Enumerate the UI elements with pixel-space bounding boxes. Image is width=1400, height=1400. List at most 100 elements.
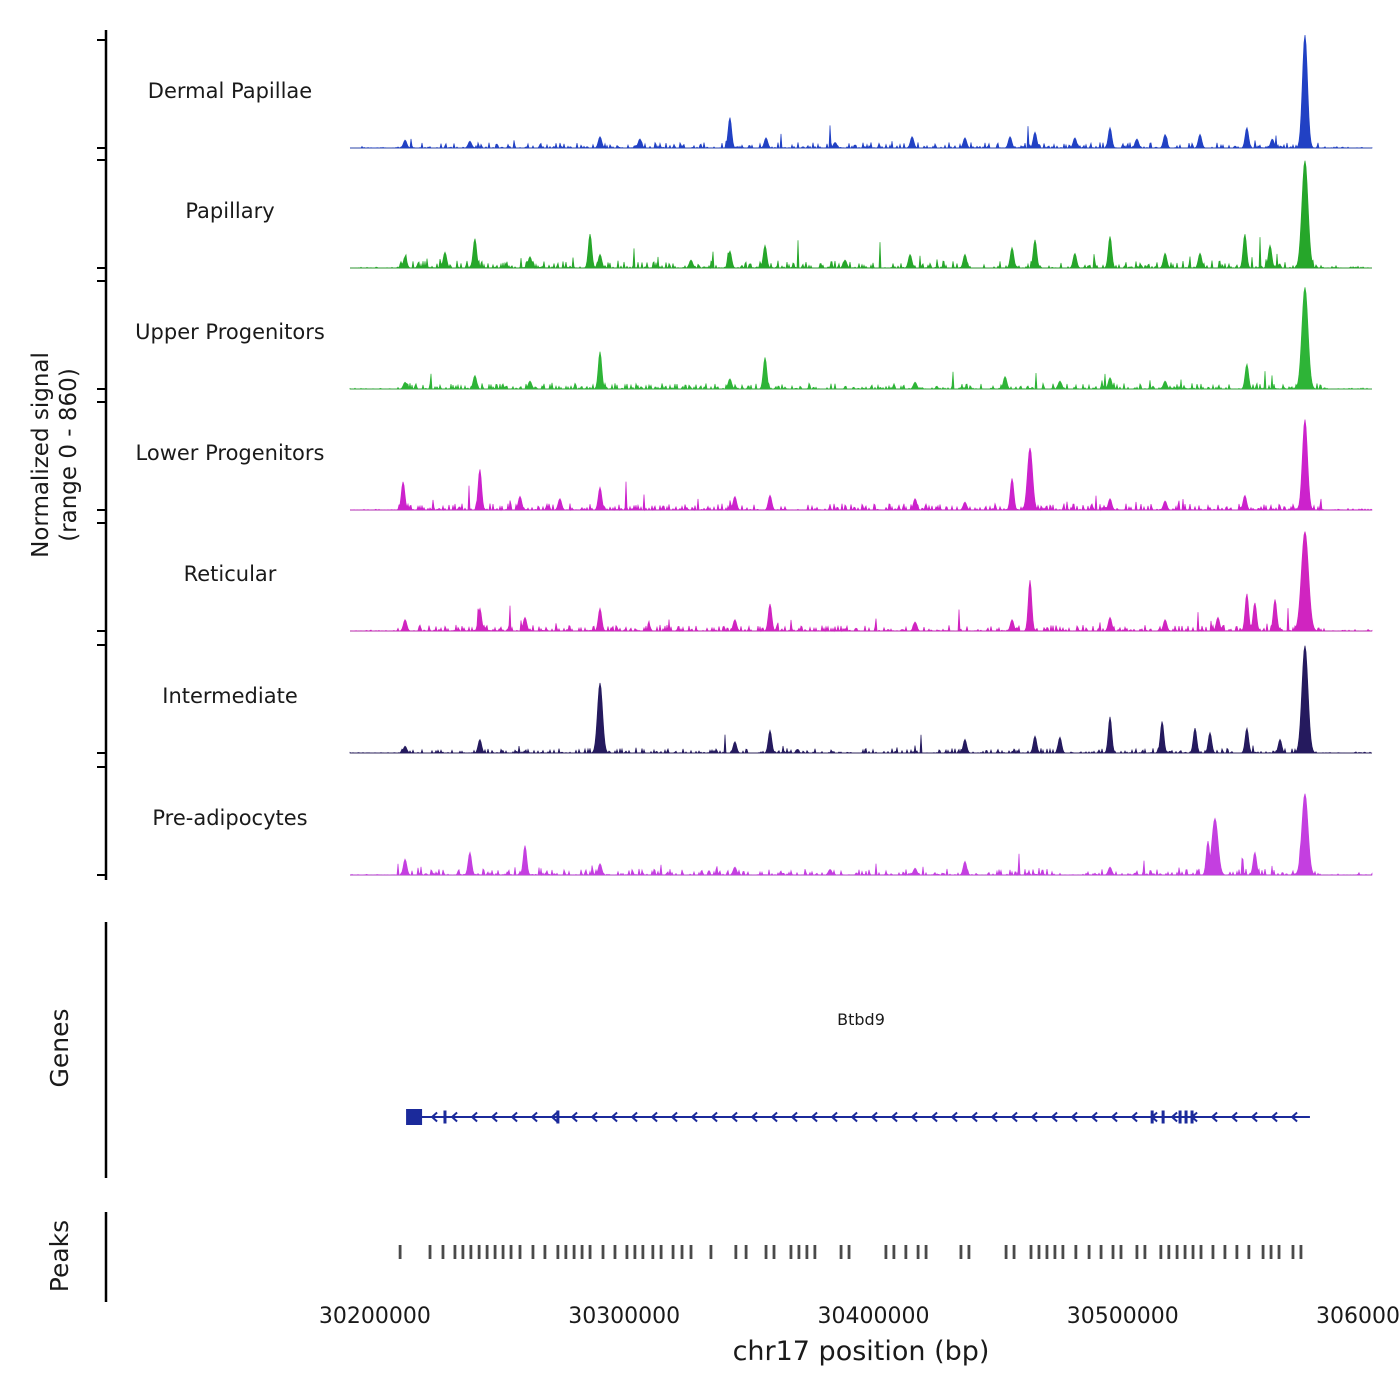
peak-tick bbox=[884, 1245, 888, 1259]
peak-tick bbox=[601, 1245, 605, 1259]
peak-tick bbox=[485, 1245, 489, 1259]
gene-strand-arrow bbox=[950, 1111, 958, 1123]
gene-strand-arrow bbox=[490, 1111, 498, 1123]
gene-strand-arrow bbox=[770, 1111, 778, 1123]
peak-tick bbox=[1211, 1245, 1215, 1259]
peak-tick bbox=[461, 1245, 465, 1259]
peak-tick bbox=[477, 1245, 481, 1259]
peaks-section-label: Peaks bbox=[45, 1219, 74, 1293]
gene-exon-tick bbox=[1178, 1110, 1182, 1124]
gene-strand-arrow bbox=[430, 1111, 438, 1123]
peak-tick bbox=[1037, 1245, 1041, 1259]
peak-tick bbox=[469, 1245, 473, 1259]
peak-tick bbox=[959, 1245, 963, 1259]
track-label-lower-progenitors: Lower Progenitors bbox=[135, 441, 325, 465]
gene-strand-arrow bbox=[1130, 1111, 1138, 1123]
gene-strand-arrow bbox=[710, 1111, 718, 1123]
peak-tick bbox=[1053, 1245, 1057, 1259]
peak-tick bbox=[924, 1245, 928, 1259]
signal-track-1 bbox=[350, 160, 1372, 270]
peak-tick bbox=[1004, 1245, 1008, 1259]
peak-tick bbox=[1099, 1245, 1103, 1259]
track-label-reticular: Reticular bbox=[183, 562, 277, 586]
peak-tick bbox=[1199, 1245, 1203, 1259]
peak-tick bbox=[1223, 1245, 1227, 1259]
track-label-dermal-papillae: Dermal Papillae bbox=[147, 79, 313, 103]
peak-tick bbox=[509, 1245, 513, 1259]
peak-tick bbox=[633, 1245, 637, 1259]
peak-tick bbox=[1159, 1245, 1163, 1259]
gene-strand-arrow bbox=[910, 1111, 918, 1123]
peak-tick bbox=[1299, 1245, 1303, 1259]
peak-tick bbox=[580, 1245, 584, 1259]
track-label-upper-progenitors: Upper Progenitors bbox=[135, 320, 325, 344]
peak-tick bbox=[493, 1245, 497, 1259]
track-label-papillary: Papillary bbox=[185, 199, 275, 223]
signal-track-0 bbox=[349, 34, 1373, 150]
gene-name-label: Btbd9 bbox=[837, 1010, 885, 1029]
peak-tick bbox=[1291, 1245, 1295, 1259]
peak-tick bbox=[892, 1245, 896, 1259]
signal-track-3 bbox=[350, 419, 1373, 512]
x-tick-label: 30600000 bbox=[1316, 1304, 1400, 1329]
gene-exon-tick bbox=[556, 1110, 560, 1124]
gene-strand-arrow bbox=[970, 1111, 978, 1123]
genes-section-label: Genes bbox=[45, 1008, 74, 1088]
peak-tick bbox=[709, 1245, 713, 1259]
peak-tick bbox=[651, 1245, 655, 1259]
peak-tick bbox=[543, 1245, 547, 1259]
peak-tick bbox=[904, 1245, 908, 1259]
gene-strand-arrow bbox=[1010, 1111, 1018, 1123]
peak-tick bbox=[734, 1245, 738, 1259]
signal-track-4 bbox=[350, 531, 1373, 633]
gene-strand-arrow bbox=[510, 1111, 518, 1123]
peak-tick bbox=[1111, 1245, 1115, 1259]
peak-tick bbox=[453, 1245, 457, 1259]
peak-tick bbox=[1061, 1245, 1065, 1259]
gene-exon-tick bbox=[443, 1110, 447, 1124]
peak-tick bbox=[1167, 1245, 1171, 1259]
peak-tick bbox=[531, 1245, 535, 1259]
peak-tick bbox=[1119, 1245, 1123, 1259]
gene-strand-arrow bbox=[1230, 1111, 1238, 1123]
track-label-pre-adipocytes: Pre-adipocytes bbox=[152, 806, 308, 830]
peak-tick bbox=[613, 1245, 617, 1259]
gene-strand-arrow bbox=[1030, 1111, 1038, 1123]
peak-tick bbox=[1191, 1245, 1195, 1259]
peak-tick bbox=[588, 1245, 592, 1259]
track-label-intermediate: Intermediate bbox=[162, 684, 298, 708]
peak-tick bbox=[847, 1245, 851, 1259]
peak-tick bbox=[916, 1245, 920, 1259]
gene-strand-arrow bbox=[450, 1111, 458, 1123]
gene-exon-tick bbox=[1161, 1110, 1165, 1124]
peak-tick bbox=[1175, 1245, 1179, 1259]
peak-tick bbox=[1235, 1245, 1239, 1259]
peak-tick bbox=[1247, 1245, 1251, 1259]
gene-exon-tick bbox=[1150, 1110, 1154, 1124]
x-tick-label: 30300000 bbox=[568, 1304, 681, 1329]
peak-tick bbox=[1045, 1245, 1049, 1259]
peak-tick bbox=[797, 1245, 801, 1259]
gene-strand-arrow bbox=[1090, 1111, 1098, 1123]
gene-strand-arrow bbox=[1050, 1111, 1058, 1123]
peak-tick bbox=[1277, 1245, 1281, 1259]
peak-tick bbox=[1143, 1245, 1147, 1259]
gene-strand-arrow bbox=[810, 1111, 818, 1123]
gene-strand-arrow bbox=[1070, 1111, 1078, 1123]
y-axis-label: Normalized signal (range 0 - 860) bbox=[27, 245, 83, 665]
peak-tick bbox=[813, 1245, 817, 1259]
peak-tick bbox=[556, 1245, 560, 1259]
peak-tick bbox=[1183, 1245, 1187, 1259]
gene-exon-box bbox=[406, 1109, 423, 1125]
peak-tick bbox=[1074, 1245, 1078, 1259]
gene-strand-arrow bbox=[750, 1111, 758, 1123]
peak-tick bbox=[398, 1245, 402, 1259]
gene-strand-arrow bbox=[570, 1111, 578, 1123]
gene-strand-arrow bbox=[1170, 1111, 1178, 1123]
peak-tick bbox=[625, 1245, 629, 1259]
x-tick-label: 30500000 bbox=[1066, 1304, 1179, 1329]
gene-strand-arrow bbox=[1250, 1111, 1258, 1123]
peak-tick bbox=[789, 1245, 793, 1259]
gene-strand-arrow bbox=[630, 1111, 638, 1123]
